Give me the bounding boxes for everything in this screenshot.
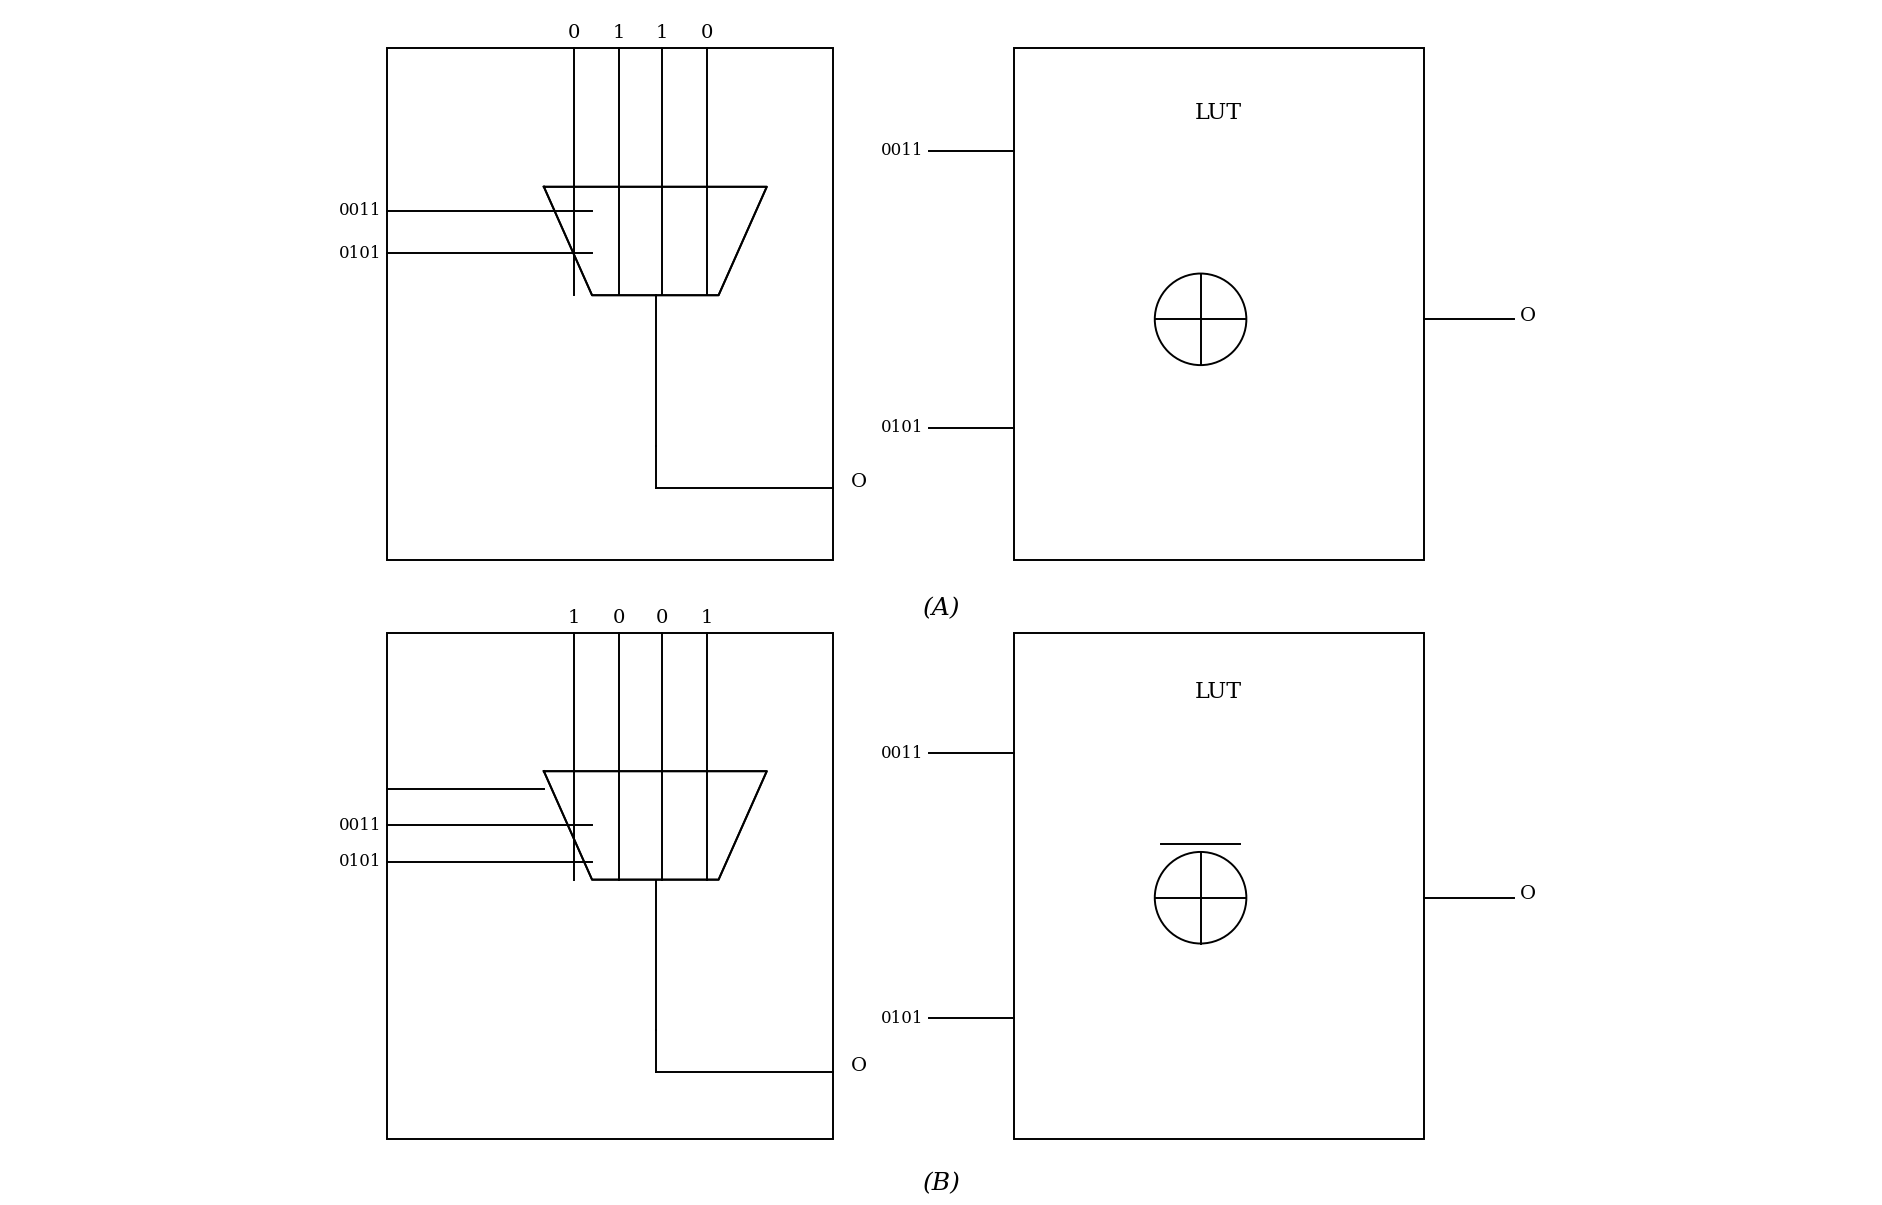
Text: (A): (A) xyxy=(922,596,960,621)
Text: 0011: 0011 xyxy=(881,142,922,159)
Text: O: O xyxy=(851,474,868,490)
Text: 0101: 0101 xyxy=(339,245,380,261)
Bar xyxy=(388,48,832,560)
Bar xyxy=(388,633,832,1139)
Circle shape xyxy=(1154,274,1246,365)
Text: 0101: 0101 xyxy=(339,853,380,870)
Bar xyxy=(1013,633,1423,1139)
Text: LUT: LUT xyxy=(1195,102,1242,124)
Text: 0011: 0011 xyxy=(339,817,380,834)
Polygon shape xyxy=(544,771,766,880)
Text: 0: 0 xyxy=(568,24,580,42)
Text: 1: 1 xyxy=(700,609,711,627)
Text: 0: 0 xyxy=(655,609,668,627)
Text: 1: 1 xyxy=(612,24,625,42)
Text: 1: 1 xyxy=(655,24,668,42)
Text: 0: 0 xyxy=(612,609,625,627)
Polygon shape xyxy=(544,187,766,295)
Text: 0011: 0011 xyxy=(339,202,380,219)
Text: 0011: 0011 xyxy=(881,745,922,762)
Text: 0: 0 xyxy=(700,24,711,42)
Text: 0101: 0101 xyxy=(881,419,922,436)
Text: 1: 1 xyxy=(568,609,580,627)
Circle shape xyxy=(1154,852,1246,944)
Text: 0101: 0101 xyxy=(881,1010,922,1027)
Text: O: O xyxy=(851,1058,868,1075)
Text: LUT: LUT xyxy=(1195,681,1242,703)
Text: (B): (B) xyxy=(922,1171,960,1195)
Text: O: O xyxy=(1519,886,1536,903)
Text: O: O xyxy=(1519,307,1536,324)
Bar xyxy=(1013,48,1423,560)
